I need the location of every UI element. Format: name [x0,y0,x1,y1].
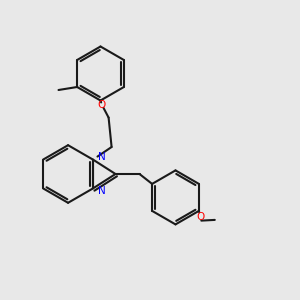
Text: N: N [98,152,106,162]
Text: O: O [196,212,205,222]
Text: N: N [98,186,106,196]
Text: O: O [98,100,106,110]
